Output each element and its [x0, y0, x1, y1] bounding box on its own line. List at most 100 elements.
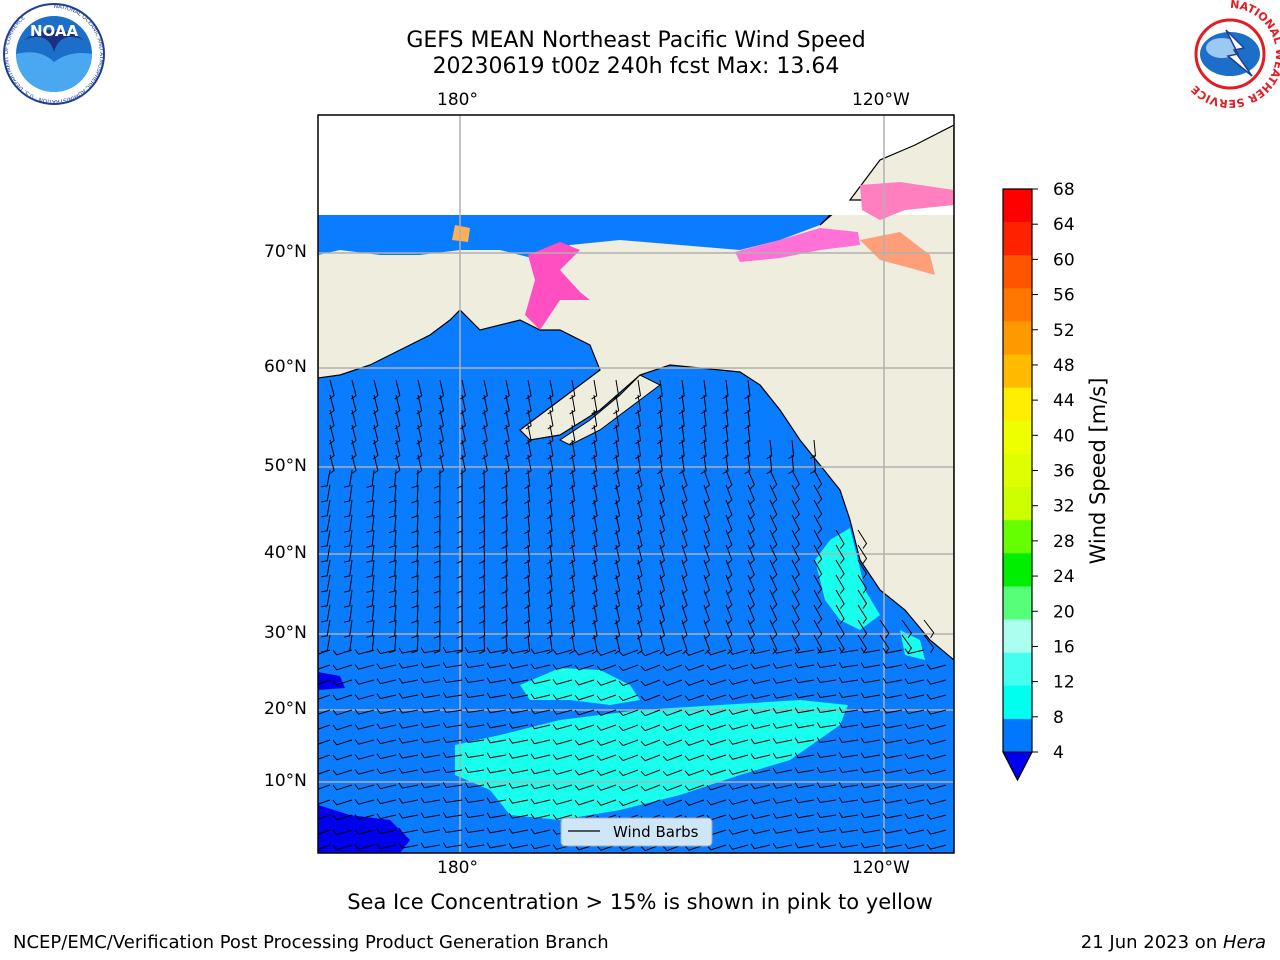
wind-barb [394, 454, 401, 475]
wind-barb [460, 439, 466, 460]
wind-barb [508, 677, 529, 684]
wind-barb [678, 394, 685, 415]
wind-barb [794, 782, 815, 789]
wind-barb [681, 559, 688, 580]
wind-barb [706, 724, 727, 731]
wind-barb [596, 739, 617, 746]
wind-barb [706, 709, 727, 716]
wind-barb [744, 424, 751, 445]
wind-barb [366, 499, 375, 518]
wind-barb [366, 574, 375, 593]
wind-barb [838, 707, 859, 714]
wind-barb [478, 484, 486, 504]
wind-barb [591, 469, 598, 490]
wind-barb [750, 828, 771, 835]
wind-barb [411, 544, 419, 564]
wind-barb [904, 843, 925, 850]
wind-barb [318, 649, 331, 655]
wind-barb [596, 754, 617, 761]
wind-barb [569, 544, 576, 565]
wind-barb [772, 707, 793, 714]
colorbar-tick-label: 68 [1053, 180, 1075, 200]
wind-barb [569, 604, 576, 625]
wind-barb [725, 499, 733, 520]
wind-barb [750, 708, 771, 715]
wind-barb [681, 499, 688, 520]
wind-barb [569, 454, 576, 475]
wind-barb [596, 799, 617, 806]
wind-barb [904, 648, 925, 655]
wind-barb [728, 814, 749, 820]
wind-barb [411, 619, 419, 639]
wind-barb [547, 409, 554, 430]
wind-barb [750, 813, 771, 820]
wind-barb [791, 544, 800, 565]
wind-barb [464, 737, 485, 744]
wind-barb [486, 812, 507, 819]
wind-barb [318, 829, 331, 835]
wind-barb [442, 827, 463, 834]
wind-barb [552, 679, 573, 685]
lat-label-40n: 40°N [264, 543, 307, 563]
wind-barb [640, 799, 661, 807]
wind-barb [618, 724, 639, 732]
lon-label-bottom-180: 180° [437, 858, 478, 878]
wind-barb [318, 739, 331, 745]
wind-barb [354, 844, 375, 850]
wind-barb [706, 664, 727, 671]
wind-barb [772, 782, 793, 789]
wind-barb [420, 842, 441, 849]
wind-barb [478, 559, 486, 579]
wind-barb [747, 484, 755, 505]
wind-barb [501, 634, 508, 654]
wind-barb [769, 604, 778, 625]
wind-barb [750, 753, 771, 760]
wind-barb [411, 514, 419, 534]
wind-barb [442, 707, 463, 714]
wind-barb [769, 634, 778, 655]
wind-barb [879, 619, 890, 639]
wind-barb [750, 783, 771, 790]
wind-barb [728, 649, 749, 655]
wind-barb [703, 544, 711, 565]
wind-barb [398, 842, 419, 849]
colorbar-segment [1003, 255, 1032, 289]
wind-barb [725, 469, 733, 490]
wind-barb [420, 782, 441, 789]
wind-barb [725, 484, 733, 505]
wind-barb [503, 424, 510, 445]
wind-barb [508, 647, 529, 654]
wind-barb [524, 589, 531, 610]
wind-barb [332, 649, 353, 656]
wind-barb [464, 797, 485, 804]
wind-barb [332, 709, 353, 716]
wind-barb [354, 709, 375, 715]
wind-barb [486, 752, 507, 759]
wind-barb [376, 723, 397, 730]
wind-barb [530, 663, 551, 670]
wind-barb [460, 424, 466, 445]
wind-barb [904, 723, 925, 730]
wind-barb [569, 514, 576, 535]
wind-barb [482, 379, 488, 400]
wind-barb [618, 649, 639, 657]
wind-barb [376, 798, 397, 805]
wind-barb [354, 769, 375, 775]
wind-barb [678, 454, 685, 475]
wind-barb [725, 559, 733, 580]
wind-barb [343, 484, 353, 503]
wind-barb [681, 604, 688, 625]
wind-barb [552, 739, 573, 745]
wind-barb [857, 619, 868, 639]
colorbar-segment [1003, 718, 1032, 753]
wind-barb [398, 767, 419, 774]
lat-label-20n: 20°N [264, 699, 307, 719]
wind-barb [904, 813, 925, 820]
wind-barb [398, 722, 419, 729]
wind-barb [420, 662, 441, 669]
wind-barb [706, 739, 727, 746]
wind-barb [398, 782, 419, 789]
wind-barb [769, 484, 778, 505]
wind-barb [700, 409, 707, 430]
wind-barb [411, 589, 419, 609]
